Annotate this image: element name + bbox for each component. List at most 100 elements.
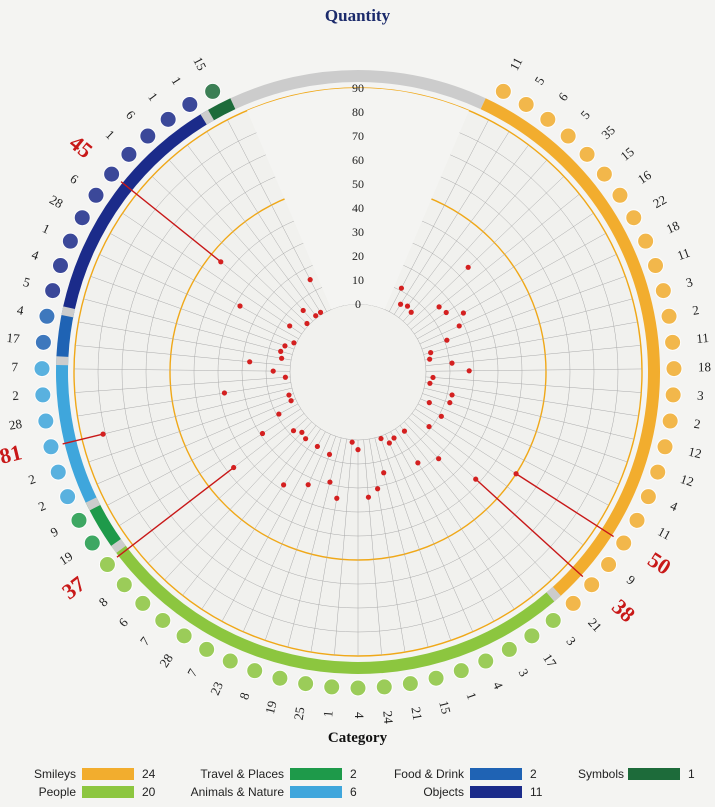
legend-swatch — [628, 768, 680, 780]
category-icon — [33, 360, 51, 378]
data-point — [317, 309, 324, 315]
grid-spoke — [110, 233, 299, 340]
value-label: 6 — [123, 107, 139, 122]
category-icon — [87, 186, 105, 204]
value-label: 2 — [691, 302, 700, 318]
category-icon — [661, 412, 679, 430]
category-icon — [600, 556, 618, 574]
category-icon — [134, 594, 152, 612]
data-point — [276, 411, 282, 417]
data-point — [278, 348, 284, 354]
legend-count: 11 — [530, 785, 543, 799]
legend-label: Travel & Places — [200, 767, 284, 781]
grid-spoke — [395, 428, 515, 610]
value-label: 8 — [96, 594, 111, 609]
grid-spoke — [423, 298, 633, 355]
value-label: 11 — [655, 524, 673, 543]
category-icon — [559, 127, 577, 145]
category-icon — [664, 333, 682, 351]
grid-spoke — [82, 387, 292, 440]
radial-tick-label: 20 — [352, 249, 364, 263]
value-label: 5 — [531, 74, 547, 87]
value-label: 21 — [408, 706, 425, 721]
category-icon — [494, 82, 512, 100]
data-point — [281, 482, 287, 488]
category-icon — [154, 611, 172, 629]
grid-spoke — [74, 376, 291, 393]
data-point — [473, 476, 479, 482]
category-ring-segment — [480, 98, 661, 602]
value-label: 6 — [67, 171, 81, 187]
legend-swatch — [82, 786, 134, 798]
legend-label: Food & Drink — [393, 767, 464, 781]
data-point — [415, 460, 421, 466]
grid-spoke — [334, 439, 353, 656]
data-point — [282, 343, 288, 349]
data-point — [259, 430, 266, 437]
data-point — [386, 440, 392, 446]
grid-spoke — [385, 434, 474, 632]
category-icon — [564, 594, 582, 612]
value-label: 19 — [262, 699, 280, 715]
grid-spoke — [398, 144, 529, 318]
value-label: 16 — [635, 167, 655, 187]
data-point — [404, 303, 411, 309]
legend-count: 2 — [530, 767, 537, 781]
legend-label: People — [38, 785, 76, 799]
value-label: 1 — [320, 710, 335, 718]
data-point — [465, 264, 471, 270]
callout-line — [62, 433, 104, 445]
callout-line — [475, 478, 584, 578]
data-point — [218, 259, 224, 265]
grid-spoke — [96, 398, 296, 485]
grid-spoke — [90, 276, 295, 350]
value-label: 22 — [650, 192, 669, 211]
value-label: 3 — [684, 274, 694, 290]
data-point — [270, 368, 276, 374]
category-icon — [49, 463, 67, 481]
data-point — [427, 356, 433, 362]
data-point — [438, 413, 444, 419]
legend-label: Objects — [423, 785, 464, 799]
data-point — [408, 309, 414, 315]
category-icon — [427, 669, 445, 687]
data-point — [381, 470, 387, 476]
value-label: 50 — [643, 547, 675, 580]
data-point — [436, 456, 442, 462]
data-point — [460, 310, 467, 316]
grid-spoke — [164, 421, 312, 581]
value-label: 4 — [352, 712, 367, 719]
grid-spoke — [77, 382, 291, 417]
value-label: 8 — [236, 690, 252, 701]
grid-spoke — [122, 212, 302, 335]
category-icon — [181, 95, 199, 113]
category-icon — [628, 511, 646, 529]
value-label: 45 — [65, 130, 98, 163]
category-icon — [37, 412, 55, 430]
value-label: 3 — [516, 666, 532, 679]
category-icon — [615, 534, 633, 552]
data-point — [443, 309, 449, 316]
value-label: 11 — [675, 245, 692, 263]
value-label: 2 — [693, 416, 702, 432]
value-label: 38 — [607, 594, 640, 627]
legend-label: Smileys — [33, 767, 76, 781]
value-label: 17 — [6, 330, 21, 346]
axis-label-band — [247, 88, 469, 310]
grid-spoke — [99, 254, 297, 345]
data-point — [304, 320, 310, 327]
data-point — [314, 443, 320, 450]
category-icon — [159, 110, 177, 128]
value-label: 15 — [436, 699, 454, 715]
grid-spoke — [411, 413, 584, 546]
category-icon — [221, 652, 239, 670]
data-point — [100, 431, 106, 437]
data-point — [305, 482, 311, 488]
category-icon — [611, 186, 629, 204]
data-point — [365, 494, 372, 500]
value-label: 2 — [36, 498, 48, 514]
data-point — [349, 439, 355, 445]
grid-spoke — [287, 437, 342, 648]
category-icon — [323, 678, 341, 696]
